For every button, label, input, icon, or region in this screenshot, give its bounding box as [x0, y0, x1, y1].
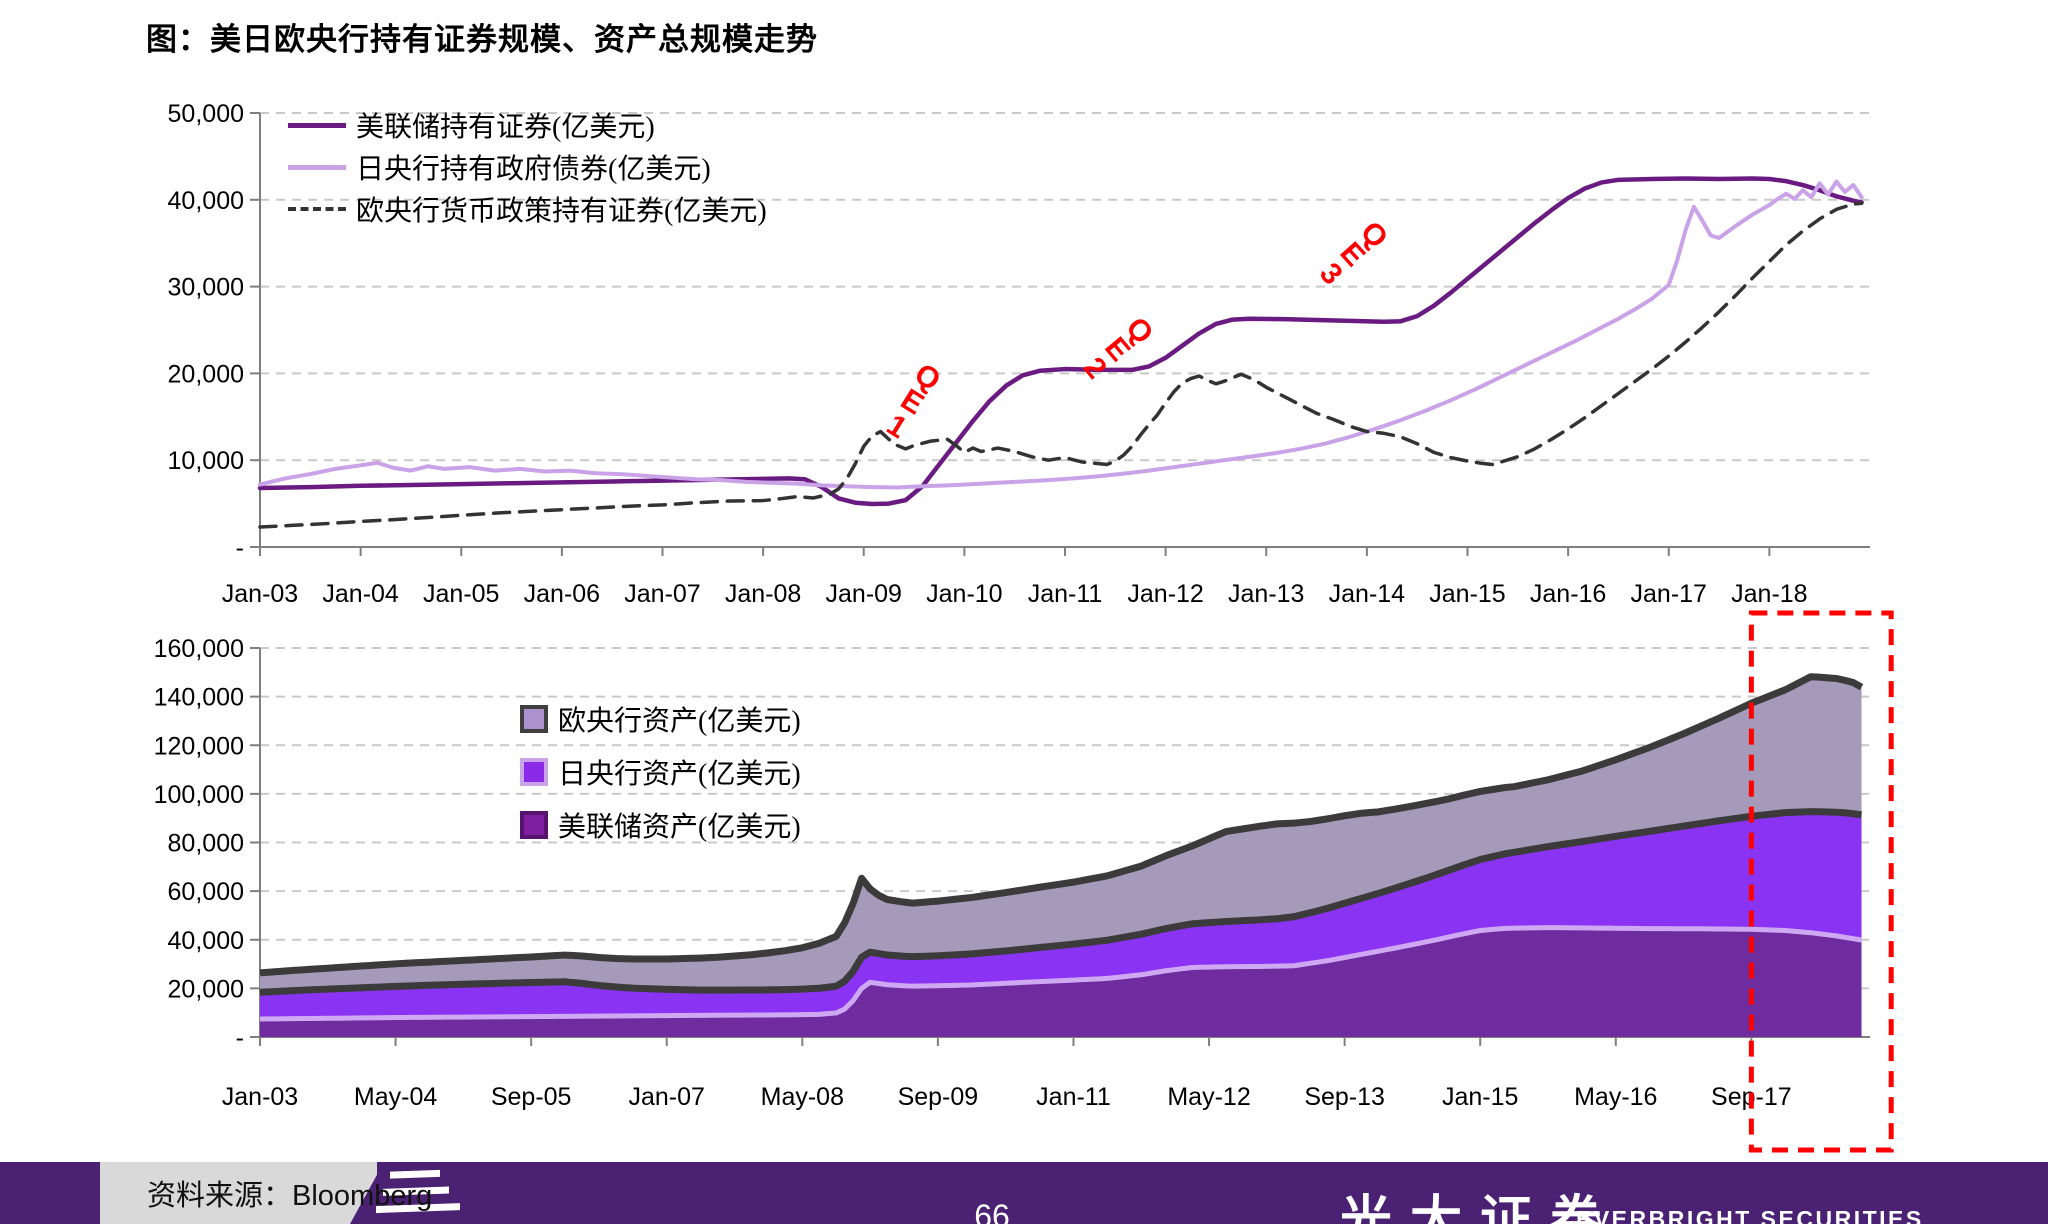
- source-label: 资料来源：: [147, 1180, 293, 1212]
- svg-text:May-12: May-12: [1167, 1083, 1250, 1111]
- svg-text:Jan-05: Jan-05: [423, 580, 499, 608]
- legend-label: 欧央行货币政策持有证券(亿美元): [356, 196, 767, 227]
- svg-text:Jan-15: Jan-15: [1429, 580, 1505, 608]
- svg-text:40,000: 40,000: [168, 187, 244, 215]
- svg-text:160,000: 160,000: [154, 635, 244, 663]
- figure-title: 图：美日欧央行持有证券规模、资产总规模走势: [146, 22, 818, 57]
- svg-text:120,000: 120,000: [154, 732, 244, 760]
- legend-item-ecb-assets: 欧央行资产(亿美元): [520, 692, 801, 745]
- svg-text:140,000: 140,000: [154, 684, 244, 712]
- svg-text:Jan-11: Jan-11: [1028, 580, 1103, 608]
- svg-text:Jan-07: Jan-07: [629, 1083, 705, 1111]
- brand-logo-chinese: 光大证券: [1340, 1193, 1621, 1224]
- svg-text:2: 2: [1077, 351, 1113, 385]
- svg-text:May-16: May-16: [1574, 1083, 1657, 1111]
- svg-text:30,000: 30,000: [168, 274, 244, 302]
- source-value: Bloomberg: [292, 1180, 433, 1212]
- page-number: 66: [974, 1198, 1010, 1224]
- legend-item-boj-bonds: 日央行持有政府债券(亿美元): [288, 146, 767, 188]
- boj-square-swatch: [520, 757, 548, 786]
- svg-text:Jan-03: Jan-03: [222, 580, 298, 608]
- svg-text:40,000: 40,000: [168, 927, 244, 955]
- legend-label: 美联储持有证券(亿美元): [356, 112, 655, 143]
- legend-item-boj-assets: 日央行资产(亿美元): [520, 745, 801, 798]
- svg-text:100,000: 100,000: [154, 781, 244, 809]
- legend-label: 日央行持有政府债券(亿美元): [356, 154, 711, 185]
- svg-text:Jan-10: Jan-10: [926, 580, 1002, 608]
- svg-text:-: -: [236, 1024, 244, 1052]
- svg-text:Sep-09: Sep-09: [898, 1083, 979, 1111]
- svg-text:20,000: 20,000: [168, 975, 244, 1003]
- legend-item-ecb-securities: 欧央行货币政策持有证券(亿美元): [288, 188, 767, 230]
- svg-text:Jan-14: Jan-14: [1329, 580, 1406, 608]
- ecb-square-swatch: [520, 704, 548, 733]
- svg-text:1: 1: [881, 408, 913, 445]
- svg-text:Jan-06: Jan-06: [524, 580, 600, 608]
- bottom-chart-legend: 欧央行资产(亿美元) 日央行资产(亿美元) 美联储资产(亿美元): [520, 692, 801, 851]
- svg-text:Sep-05: Sep-05: [491, 1083, 572, 1111]
- fed-line-swatch: [288, 122, 346, 128]
- svg-text:20,000: 20,000: [168, 360, 244, 388]
- legend-label: 欧央行资产(亿美元): [558, 705, 801, 737]
- legend-item-fed-securities: 美联储持有证券(亿美元): [288, 104, 767, 146]
- svg-text:Jan-18: Jan-18: [1731, 580, 1807, 608]
- source-text: 资料来源：Bloomberg: [147, 1172, 432, 1214]
- everbright-logo-mark: [350, 1162, 500, 1224]
- svg-text:80,000: 80,000: [168, 830, 244, 858]
- svg-text:60,000: 60,000: [168, 878, 244, 906]
- brand-logo-english: EVERBRIGHT SECURITIES: [1576, 1206, 1924, 1224]
- legend-label: 日央行资产(亿美元): [558, 758, 801, 790]
- svg-text:Jan-03: Jan-03: [222, 1083, 298, 1111]
- svg-text:Jan-17: Jan-17: [1631, 580, 1707, 608]
- svg-text:Jan-08: Jan-08: [725, 580, 801, 608]
- svg-text:Jan-04: Jan-04: [322, 580, 399, 608]
- svg-text:Jan-13: Jan-13: [1228, 580, 1304, 608]
- ecb-line-swatch: [288, 207, 346, 211]
- svg-text:-: -: [236, 534, 244, 562]
- svg-text:Jan-09: Jan-09: [826, 580, 902, 608]
- top-chart-legend: 美联储持有证券(亿美元) 日央行持有政府债券(亿美元) 欧央行货币政策持有证券(…: [288, 104, 767, 230]
- svg-text:Jan-15: Jan-15: [1442, 1083, 1518, 1111]
- legend-item-fed-assets: 美联储资产(亿美元): [520, 798, 801, 851]
- svg-text:Sep-13: Sep-13: [1304, 1083, 1385, 1111]
- svg-text:May-08: May-08: [761, 1083, 844, 1111]
- svg-text:10,000: 10,000: [168, 447, 244, 475]
- fed-square-swatch: [520, 810, 548, 839]
- svg-text:Jan-07: Jan-07: [624, 580, 700, 608]
- source-box: [100, 1162, 377, 1224]
- svg-text:May-04: May-04: [354, 1083, 437, 1111]
- legend-label: 美联储资产(亿美元): [558, 811, 801, 843]
- svg-text:50,000: 50,000: [168, 100, 244, 128]
- boj-line-swatch: [288, 164, 346, 170]
- svg-text:Jan-12: Jan-12: [1127, 580, 1203, 608]
- svg-text:Jan-11: Jan-11: [1036, 1083, 1111, 1111]
- svg-text:Jan-16: Jan-16: [1530, 580, 1606, 608]
